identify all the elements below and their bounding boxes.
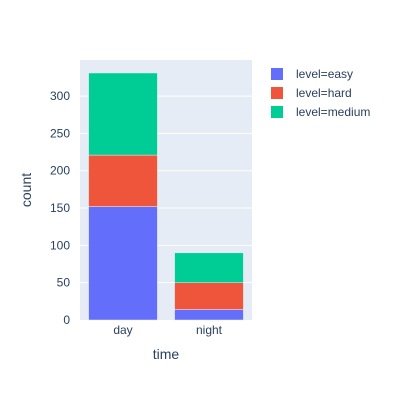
- legend-label: level=easy: [296, 67, 353, 81]
- legend-item-easy[interactable]: level=easy: [271, 67, 353, 81]
- bar-day-easy[interactable]: [88, 206, 158, 321]
- legend: level=easy level=hard level=medium: [271, 67, 370, 119]
- bar-night-easy[interactable]: [174, 309, 244, 321]
- bar-day-medium[interactable]: [88, 72, 158, 156]
- y-tick-label: 50: [57, 276, 71, 290]
- legend-item-medium[interactable]: level=medium: [271, 105, 370, 119]
- bar-night-hard[interactable]: [174, 282, 244, 310]
- y-axis-title: count: [18, 173, 34, 207]
- x-tick-label: day: [113, 323, 132, 337]
- bar-day-hard[interactable]: [88, 154, 158, 207]
- x-axis-title: time: [153, 346, 180, 362]
- y-tick-label: 100: [50, 238, 70, 252]
- legend-swatch: [271, 87, 283, 99]
- x-tick-label: night: [196, 323, 223, 337]
- bar-night-medium[interactable]: [174, 252, 244, 283]
- y-tick-label: 250: [50, 126, 70, 140]
- y-tick-label: 200: [50, 164, 70, 178]
- legend-swatch: [271, 106, 283, 118]
- y-tick-label: 150: [50, 201, 70, 215]
- legend-swatch: [271, 68, 283, 80]
- y-tick-label: 300: [50, 89, 70, 103]
- legend-label: level=hard: [296, 86, 352, 100]
- legend-item-hard[interactable]: level=hard: [271, 86, 352, 100]
- bars: [88, 72, 244, 321]
- y-axis-ticks: 0 50 100 150 200 250 300: [50, 89, 70, 327]
- x-axis-ticks: day night: [113, 323, 222, 337]
- y-tick-label: 0: [63, 313, 70, 327]
- legend-label: level=medium: [296, 105, 370, 119]
